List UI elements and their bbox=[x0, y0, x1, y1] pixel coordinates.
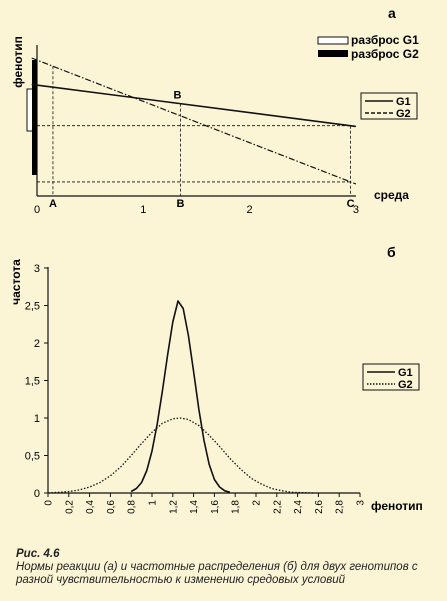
panel-b-series-g1 bbox=[130, 300, 231, 494]
panel-a-legend-g1-label: G1 bbox=[396, 96, 411, 108]
panel-a-point-label: B bbox=[177, 198, 185, 210]
panel-a-x-tick-label: 0 bbox=[34, 204, 40, 216]
panel-b-legend-g1-label: G1 bbox=[398, 367, 413, 379]
panel-b-y-tick-label: 2 bbox=[34, 338, 40, 350]
panel-b-x-tick-label: 2,8 bbox=[335, 500, 346, 514]
range-legend-g1-label: разброс G1 bbox=[351, 33, 419, 47]
panel-a-x-tick-label: 3 bbox=[353, 204, 359, 216]
panel-b-y-tick-label: 1 bbox=[34, 413, 40, 425]
panel-a-legend-g2-label: G2 bbox=[396, 108, 411, 120]
panel-b-xlabel: фенотип bbox=[371, 499, 423, 513]
panel-b-y-ticks: 0 0,5 1 1,5 2 2,5 3 bbox=[25, 263, 48, 500]
range-legend-g2-swatch bbox=[318, 50, 348, 57]
panel-b-y-tick-label: 2,5 bbox=[25, 301, 40, 313]
panel-a-guides bbox=[37, 66, 351, 196]
range-legend-g1-swatch bbox=[317, 36, 349, 45]
panel-b-x-tick-label: 1,8 bbox=[231, 500, 242, 514]
panel-b-x-tick-label: 3 bbox=[356, 500, 367, 506]
caption-title: Рис. 4.6 bbox=[16, 548, 60, 560]
panel-b-x-tick-label: 2,2 bbox=[272, 500, 283, 514]
panel-b-y-tick-label: 0,5 bbox=[25, 451, 40, 463]
panel-b-y-tick-label: 3 bbox=[34, 263, 40, 275]
panel-b-x-tick-label: 0,8 bbox=[127, 500, 138, 514]
panel-b-label: б bbox=[387, 244, 396, 260]
panel-a: а фенотип среда 0 1 2 3 A B C B разброс G1 раз… bbox=[11, 5, 419, 216]
panel-a-x-tick-label: 1 bbox=[140, 204, 146, 216]
panel-a-point-label: C bbox=[347, 198, 355, 210]
range-legend: разброс G1 разброс G2 bbox=[317, 33, 419, 61]
panel-b-y-tick-label: 0 bbox=[34, 488, 40, 500]
panel-a-point-label: A bbox=[49, 198, 57, 210]
caption-text: Нормы реакции (а) и частотные распределе… bbox=[16, 561, 418, 586]
panel-a-x-ticks: 0 1 2 3 A B C bbox=[34, 198, 359, 216]
panel-a-xlabel: среда bbox=[374, 188, 409, 202]
panel-b-legend-box bbox=[362, 363, 420, 391]
panel-b-x-tick-label: 2,4 bbox=[293, 500, 304, 514]
panel-b-series bbox=[47, 300, 314, 494]
panel-a-series bbox=[31, 57, 357, 185]
panel-b-x-ticks: 0 0,2 0,4 0,6 0,8 1 1,2 1,4 1,6 1,8 2 2,2 2,4 2,6 2,8 3 bbox=[44, 493, 367, 514]
panel-a-legend-box bbox=[360, 92, 418, 120]
panel-a-label: а bbox=[388, 5, 396, 21]
panel-b-x-tick-label: 0 bbox=[44, 500, 55, 506]
figure-caption: Рис. 4.6 Нормы реакции (а) и частотные р… bbox=[16, 548, 436, 587]
panel-b-legend-g2-label: G2 bbox=[398, 379, 413, 391]
panel-a-x-tick-label: 2 bbox=[247, 204, 253, 216]
panel-b-x-tick-label: 1,6 bbox=[210, 500, 221, 514]
panel-b: б частота 0 0,5 1 1,5 2 2,5 3 0 0,2 0,4 0,6 0,8 1 1,… bbox=[9, 244, 423, 514]
panel-b-x-tick-label: 1,4 bbox=[189, 500, 200, 514]
point-b-annotation: B bbox=[174, 90, 182, 102]
panel-a-series-g1 bbox=[31, 83, 357, 128]
panel-a-legend: G1 G2 bbox=[360, 92, 418, 120]
panel-b-x-tick-label: 1,2 bbox=[168, 500, 179, 514]
panel-b-x-tick-label: 0,6 bbox=[106, 500, 117, 514]
panel-b-x-tick-label: 2,6 bbox=[314, 500, 325, 514]
panel-b-series-g2 bbox=[47, 417, 314, 494]
panel-a-ylabel: фенотип bbox=[11, 36, 25, 88]
panel-b-ylabel: частота bbox=[9, 259, 23, 305]
panel-b-x-tick-label: 0,4 bbox=[85, 500, 96, 514]
panel-b-x-tick-label: 2 bbox=[252, 500, 263, 506]
range-g2-bar bbox=[32, 60, 37, 175]
panel-b-x-tick-label: 0,2 bbox=[64, 500, 75, 514]
panel-b-x-tick-label: 1 bbox=[148, 500, 159, 506]
panel-b-y-tick-label: 1,5 bbox=[25, 376, 40, 388]
range-legend-g2-label: разброс G2 bbox=[351, 47, 419, 61]
panel-a-series-g2 bbox=[31, 57, 357, 185]
panel-b-legend: G1 G2 bbox=[362, 363, 420, 391]
